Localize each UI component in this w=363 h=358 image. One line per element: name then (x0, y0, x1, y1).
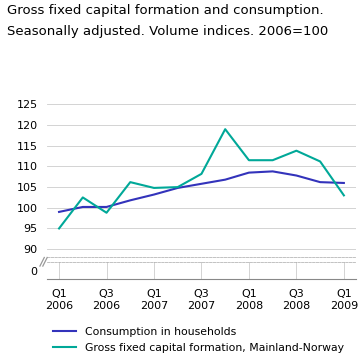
Consumption in households (342, 181, 346, 185)
Gross fixed capital formation, Mainland-Norway (57, 226, 61, 231)
Line: Consumption in households: Consumption in households (59, 171, 344, 212)
Gross fixed capital formation, Mainland-Norway (270, 158, 275, 163)
Consumption in households (152, 192, 156, 197)
Gross fixed capital formation, Mainland-Norway (152, 186, 156, 190)
Gross fixed capital formation, Mainland-Norway (342, 193, 346, 198)
Legend: Consumption in households, Gross fixed capital formation, Mainland-Norway: Consumption in households, Gross fixed c… (53, 327, 344, 353)
Consumption in households (270, 169, 275, 174)
Consumption in households (318, 180, 322, 184)
Line: Gross fixed capital formation, Mainland-Norway: Gross fixed capital formation, Mainland-… (59, 129, 344, 228)
Text: Gross fixed capital formation and consumption.: Gross fixed capital formation and consum… (7, 4, 324, 16)
Consumption in households (57, 210, 61, 214)
Gross fixed capital formation, Mainland-Norway (318, 159, 322, 164)
Gross fixed capital formation, Mainland-Norway (81, 195, 85, 200)
Gross fixed capital formation, Mainland-Norway (199, 172, 204, 176)
Gross fixed capital formation, Mainland-Norway (176, 185, 180, 189)
Gross fixed capital formation, Mainland-Norway (104, 211, 109, 215)
Gross fixed capital formation, Mainland-Norway (247, 158, 251, 163)
Gross fixed capital formation, Mainland-Norway (128, 180, 132, 184)
Gross fixed capital formation, Mainland-Norway (294, 149, 299, 153)
Consumption in households (81, 205, 85, 209)
Consumption in households (176, 186, 180, 190)
Consumption in households (128, 198, 132, 203)
Consumption in households (247, 170, 251, 175)
Text: Seasonally adjusted. Volume indices. 2006=100: Seasonally adjusted. Volume indices. 200… (7, 25, 329, 38)
Consumption in households (104, 205, 109, 209)
Consumption in households (294, 173, 299, 178)
Consumption in households (223, 178, 227, 182)
Consumption in households (199, 182, 204, 186)
Gross fixed capital formation, Mainland-Norway (223, 127, 227, 131)
